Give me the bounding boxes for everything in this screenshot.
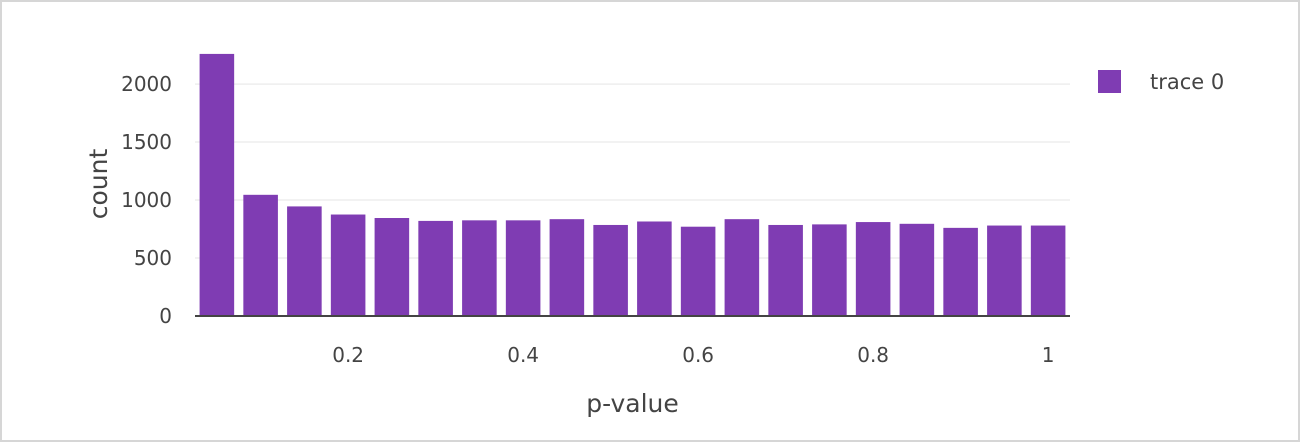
bar[interactable] — [418, 220, 453, 316]
y-tick-label: 1500 — [121, 130, 172, 154]
bar[interactable] — [768, 224, 803, 316]
y-axis-ticks: 0 500 1000 1500 2000 — [121, 72, 172, 328]
x-axis-ticks: 0.2 0.4 0.6 0.8 1 — [332, 343, 1054, 367]
bar[interactable] — [287, 206, 322, 316]
y-axis-title: count — [84, 149, 113, 220]
bar[interactable] — [637, 221, 672, 316]
legend[interactable]: trace 0 — [1098, 70, 1224, 94]
bar[interactable] — [899, 223, 935, 316]
bar[interactable] — [243, 194, 278, 316]
x-tick-label: 0.4 — [507, 343, 539, 367]
bar[interactable] — [943, 227, 978, 316]
bar[interactable] — [462, 220, 497, 316]
x-tick-label: 0.8 — [857, 343, 889, 367]
bar[interactable] — [812, 224, 847, 316]
bar[interactable] — [593, 224, 628, 316]
x-tick-label: 0.6 — [682, 343, 714, 367]
bar[interactable] — [724, 219, 760, 316]
x-tick-label: 0.2 — [332, 343, 364, 367]
bar[interactable] — [330, 214, 366, 316]
bar[interactable] — [855, 222, 891, 316]
bar[interactable] — [549, 219, 585, 316]
bar[interactable] — [680, 226, 716, 316]
x-tick-label: 1 — [1042, 343, 1055, 367]
x-axis-title: p-value — [586, 389, 679, 418]
bar[interactable] — [374, 218, 410, 316]
bar[interactable] — [1030, 225, 1066, 316]
bar[interactable] — [199, 53, 235, 317]
bar[interactable] — [987, 225, 1022, 316]
bars — [199, 53, 1066, 317]
y-tick-label: 500 — [134, 246, 172, 270]
bar[interactable] — [505, 220, 541, 316]
gridlines — [195, 83, 1070, 259]
y-tick-label: 1000 — [121, 188, 172, 212]
legend-label: trace 0 — [1150, 70, 1224, 94]
legend-swatch — [1098, 70, 1121, 93]
y-tick-label: 2000 — [121, 72, 172, 96]
y-tick-label: 0 — [159, 304, 172, 328]
